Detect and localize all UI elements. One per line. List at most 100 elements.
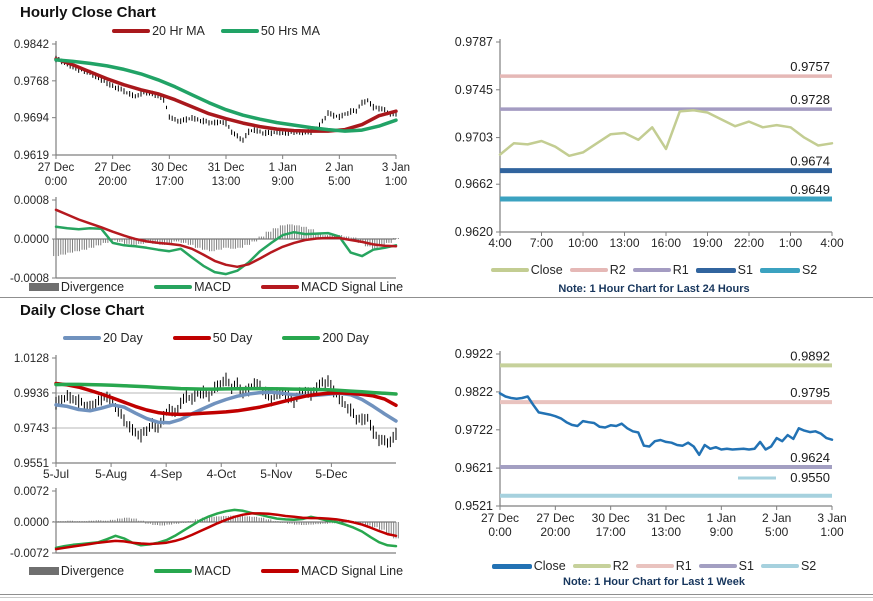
svg-text:31 Dec: 31 Dec	[647, 511, 685, 525]
legend-item: MACD Signal Line	[260, 564, 404, 578]
legend-label: Divergence	[60, 564, 125, 578]
daily-macd-legend: Divergence MACD MACD Signal Line	[4, 564, 428, 578]
svg-text:0.9550: 0.9550	[790, 470, 830, 485]
legend-label: 20 Day	[103, 331, 143, 345]
svg-text:0.9694: 0.9694	[14, 113, 50, 125]
legend-swatch-macd-signal-line	[260, 569, 299, 573]
hourly-pivot-note: Note: 1 Hour Chart for Last 24 Hours	[558, 283, 750, 295]
legend-swatch-r2	[572, 564, 611, 568]
svg-text:1:00: 1:00	[385, 176, 407, 188]
daily-section-title: Daily Close Chart	[20, 302, 145, 319]
legend-swatch-50-hrs-ma	[220, 29, 259, 33]
svg-text:0.9728: 0.9728	[790, 92, 830, 107]
svg-text:7:00: 7:00	[530, 236, 554, 250]
svg-text:16:00: 16:00	[651, 236, 681, 250]
legend-label: S2	[800, 559, 817, 573]
legend-label: Divergence	[60, 280, 125, 294]
legend-label: R1	[675, 559, 692, 573]
legend-item: MACD Signal Line	[260, 280, 403, 294]
legend-item: Divergence	[28, 564, 125, 578]
svg-text:0.9787: 0.9787	[455, 35, 493, 49]
legend-swatch-macd-signal-line	[260, 285, 299, 289]
legend-item: 50 Hrs MA	[220, 24, 320, 38]
daily-macd-chart: 0.0072 0.0000 -0.0072	[10, 486, 399, 560]
legend-item: Close	[491, 559, 566, 573]
legend-label: Close	[533, 559, 566, 573]
legend-item: Close	[490, 263, 563, 277]
svg-text:3 Jan: 3 Jan	[817, 511, 846, 525]
svg-text:0.9620: 0.9620	[455, 225, 493, 239]
svg-text:0.9922: 0.9922	[455, 347, 493, 361]
legend-label: 50 Hrs MA	[260, 24, 320, 38]
legend-label: MACD	[194, 280, 231, 294]
legend-swatch-s1	[698, 564, 737, 568]
bottom-divider	[0, 594, 873, 595]
svg-text:0.9674: 0.9674	[790, 154, 830, 169]
svg-text:0.9822: 0.9822	[455, 385, 493, 399]
legend-label: 20 Hr MA	[152, 24, 205, 38]
legend-swatch-macd	[154, 285, 193, 289]
legend-swatch-close	[490, 268, 529, 272]
svg-text:-0.0072: -0.0072	[10, 548, 49, 560]
legend-swatch-close	[491, 563, 532, 569]
svg-text:27 Dec: 27 Dec	[94, 162, 131, 174]
bottom-divider-shadow	[0, 597, 873, 598]
legend-label: 200 Day	[322, 331, 369, 345]
legend-label: MACD	[194, 564, 231, 578]
section-divider	[0, 297, 873, 298]
svg-text:5-Dec: 5-Dec	[315, 467, 347, 481]
svg-text:0.0072: 0.0072	[14, 486, 49, 498]
svg-text:1 Jan: 1 Jan	[707, 511, 736, 525]
svg-text:5:00: 5:00	[765, 525, 789, 539]
svg-text:19:00: 19:00	[692, 236, 722, 250]
legend-swatch-r2	[569, 268, 608, 272]
svg-text:0.9722: 0.9722	[455, 423, 493, 437]
daily-price-legend: 20 Day 50 Day 200 Day	[4, 331, 428, 345]
svg-text:0:00: 0:00	[45, 176, 67, 188]
legend-label: 50 Day	[212, 331, 253, 345]
legend-swatch-50-day	[172, 336, 211, 340]
svg-text:2 Jan: 2 Jan	[325, 162, 353, 174]
svg-text:27 Dec: 27 Dec	[38, 162, 75, 174]
svg-text:0.0000: 0.0000	[14, 234, 49, 246]
svg-text:27 Dec: 27 Dec	[536, 511, 574, 525]
svg-text:0.9551: 0.9551	[14, 458, 49, 470]
svg-text:17:00: 17:00	[596, 525, 626, 539]
legend-swatch-s2	[760, 564, 799, 568]
svg-text:13:00: 13:00	[609, 236, 639, 250]
svg-text:1:00: 1:00	[779, 236, 803, 250]
svg-text:20:00: 20:00	[98, 176, 127, 188]
svg-text:0.9662: 0.9662	[455, 177, 493, 191]
svg-text:0.9745: 0.9745	[455, 83, 493, 97]
weekly-pivot-legend: Close R2 R1 S1 S2	[438, 559, 870, 573]
svg-text:31 Dec: 31 Dec	[208, 162, 245, 174]
legend-item: R2	[572, 559, 629, 573]
svg-text:0.9936: 0.9936	[14, 388, 49, 400]
svg-text:0:00: 0:00	[488, 525, 512, 539]
legend-swatch-20-hr-ma	[112, 29, 151, 33]
svg-text:0.9892: 0.9892	[790, 348, 830, 363]
svg-text:0.0000: 0.0000	[14, 517, 49, 529]
legend-label: MACD Signal Line	[300, 564, 404, 578]
svg-text:0.9703: 0.9703	[455, 131, 493, 145]
hourly-pivot-legend: Close R2 R1 S1 S2	[438, 263, 870, 277]
svg-text:5-Nov: 5-Nov	[260, 467, 292, 481]
svg-text:27 Dec: 27 Dec	[481, 511, 519, 525]
svg-text:17:00: 17:00	[155, 176, 184, 188]
svg-text:10:00: 10:00	[568, 236, 598, 250]
svg-text:5-Jul: 5-Jul	[43, 467, 69, 481]
svg-text:0.9521: 0.9521	[455, 499, 493, 513]
legend-label: R1	[672, 263, 689, 277]
legend-swatch-r1	[635, 564, 674, 568]
svg-text:0.9649: 0.9649	[790, 182, 830, 197]
svg-text:0.9757: 0.9757	[790, 59, 830, 74]
legend-item: 20 Day	[63, 331, 143, 345]
legend-item: R2	[569, 263, 626, 277]
svg-text:0.9619: 0.9619	[14, 150, 49, 162]
svg-text:30 Dec: 30 Dec	[592, 511, 630, 525]
